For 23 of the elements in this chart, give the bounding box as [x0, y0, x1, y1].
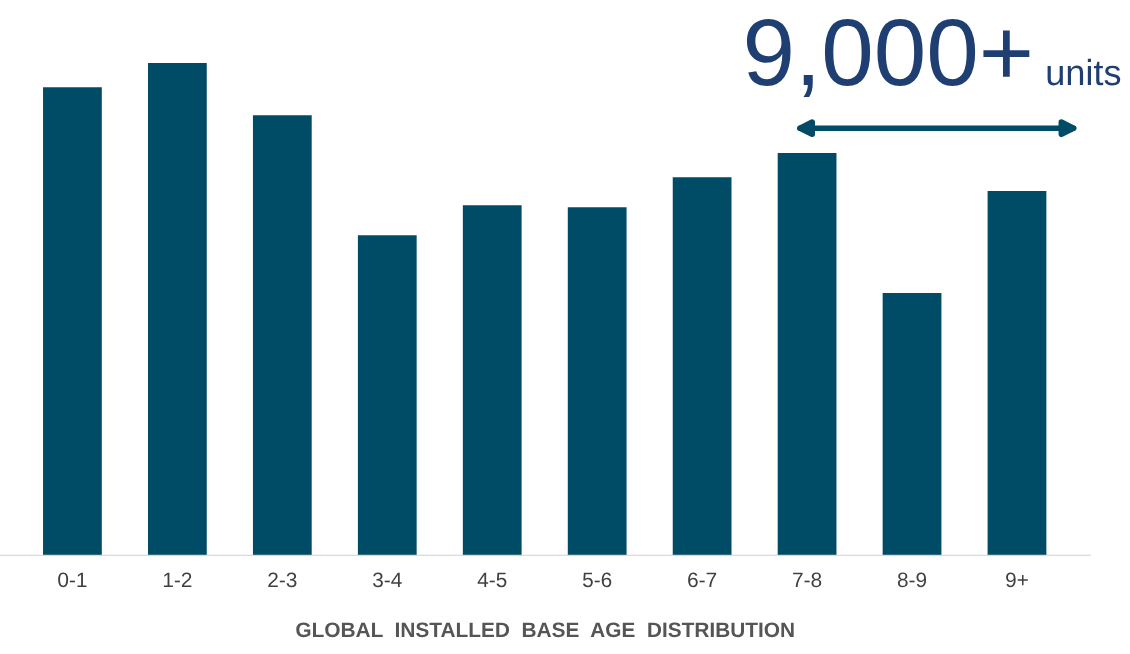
x-tick-label: 9+	[1006, 572, 1028, 588]
bar	[462, 205, 522, 556]
x-tick-label: 7-8	[793, 572, 822, 588]
x-tick-label: 4-5	[477, 572, 507, 588]
x-tick-label: 6-7	[688, 572, 717, 588]
x-tick-label: 8-9	[897, 572, 927, 588]
x-tick-label: 0-1	[58, 572, 87, 588]
annotation: 9,000+	[746, 19, 1030, 98]
bar	[777, 153, 837, 556]
bar	[567, 207, 627, 556]
bar	[987, 191, 1047, 556]
x-tick-label: 5-6	[582, 572, 612, 588]
bar	[672, 177, 732, 556]
x-tick-label: 2-3	[268, 572, 297, 588]
bar	[357, 235, 417, 556]
annotation: units	[1047, 58, 1121, 86]
x-tick-label: 1-2	[163, 572, 192, 588]
bar	[252, 115, 312, 556]
x-tick-label: 3-4	[373, 572, 402, 588]
x-axis-title: GLOBAL INSTALLED BASE AGE DISTRIBUTION	[296, 622, 794, 638]
bar	[147, 63, 207, 556]
bar	[882, 292, 942, 556]
bar	[43, 87, 102, 556]
